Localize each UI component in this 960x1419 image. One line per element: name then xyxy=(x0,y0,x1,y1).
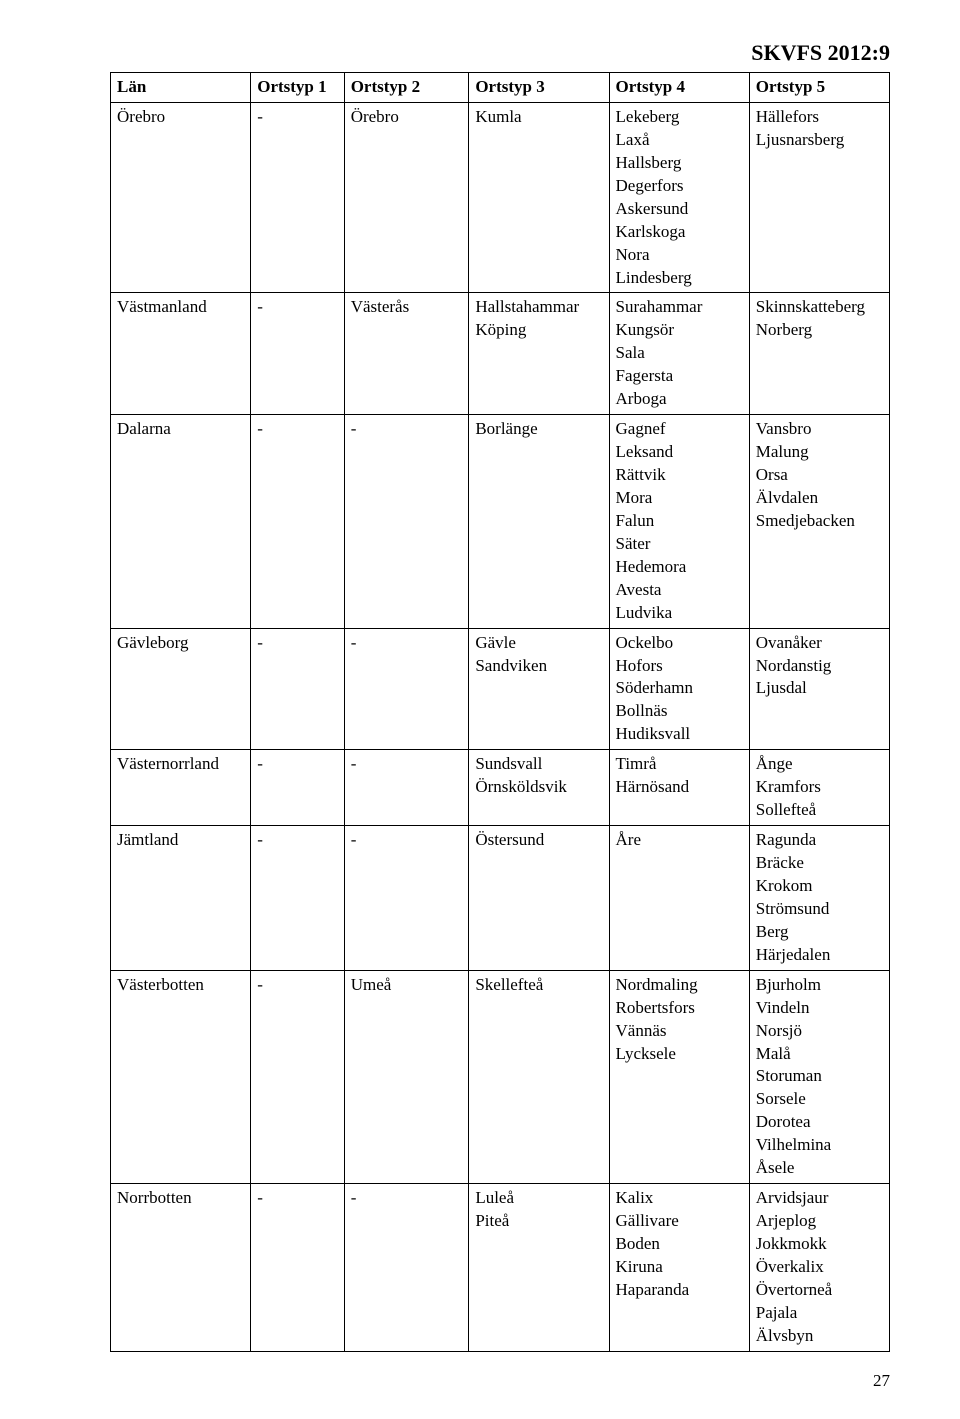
table-cell: Norrbotten xyxy=(111,1184,251,1352)
table-cell: LekebergLaxåHallsbergDegerforsAskersundK… xyxy=(609,102,749,293)
table-cell: Jämtland xyxy=(111,826,251,971)
table-cell: - xyxy=(251,628,344,750)
table-cell: Kumla xyxy=(469,102,609,293)
table-cell: Skellefteå xyxy=(469,970,609,1183)
table-cell: ÅngeKramforsSollefteå xyxy=(749,750,889,826)
col-header: Ortstyp 2 xyxy=(344,73,469,103)
ortstyp-table: Län Ortstyp 1 Ortstyp 2 Ortstyp 3 Ortsty… xyxy=(110,72,890,1352)
table-row: Västernorrland--SundsvallÖrnsköldsvikTim… xyxy=(111,750,890,826)
table-cell: - xyxy=(344,826,469,971)
table-cell: OvanåkerNordanstigLjusdal xyxy=(749,628,889,750)
table-cell: LuleåPiteå xyxy=(469,1184,609,1352)
table-cell: Borlänge xyxy=(469,415,609,628)
table-body: Örebro-ÖrebroKumlaLekebergLaxåHallsbergD… xyxy=(111,102,890,1351)
table-cell: - xyxy=(251,415,344,628)
page: SKVFS 2012:9 Län Ortstyp 1 Ortstyp 2 Ort… xyxy=(0,0,960,1419)
table-cell: GävleSandviken xyxy=(469,628,609,750)
col-header: Ortstyp 4 xyxy=(609,73,749,103)
table-cell: HallstahammarKöping xyxy=(469,293,609,415)
table-cell: - xyxy=(251,102,344,293)
table-row: Jämtland--ÖstersundÅreRagundaBräckeKroko… xyxy=(111,826,890,971)
table-cell: KalixGällivareBodenKirunaHaparanda xyxy=(609,1184,749,1352)
table-cell: - xyxy=(251,1184,344,1352)
table-header-row: Län Ortstyp 1 Ortstyp 2 Ortstyp 3 Ortsty… xyxy=(111,73,890,103)
table-cell: NordmalingRobertsforsVännäsLycksele xyxy=(609,970,749,1183)
table-cell: - xyxy=(251,750,344,826)
table-cell: Östersund xyxy=(469,826,609,971)
table-cell: BjurholmVindelnNorsjöMalåStorumanSorsele… xyxy=(749,970,889,1183)
table-cell: Gävleborg xyxy=(111,628,251,750)
table-cell: - xyxy=(344,750,469,826)
col-header: Ortstyp 5 xyxy=(749,73,889,103)
table-cell: SurahammarKungsörSalaFagerstaArboga xyxy=(609,293,749,415)
table-row: Norrbotten--LuleåPiteåKalixGällivareBode… xyxy=(111,1184,890,1352)
table-cell: OckelboHoforsSöderhamnBollnäsHudiksvall xyxy=(609,628,749,750)
col-header: Län xyxy=(111,73,251,103)
table-row: Gävleborg--GävleSandvikenOckelboHoforsSö… xyxy=(111,628,890,750)
table-cell: Västerås xyxy=(344,293,469,415)
table-row: Västmanland-VästeråsHallstahammarKöpingS… xyxy=(111,293,890,415)
table-row: Dalarna--BorlängeGagnefLeksandRättvikMor… xyxy=(111,415,890,628)
table-cell: - xyxy=(344,1184,469,1352)
table-cell: Örebro xyxy=(344,102,469,293)
table-cell: Åre xyxy=(609,826,749,971)
document-id: SKVFS 2012:9 xyxy=(110,40,890,66)
col-header: Ortstyp 3 xyxy=(469,73,609,103)
table-row: Västerbotten-UmeåSkellefteåNordmalingRob… xyxy=(111,970,890,1183)
table-cell: - xyxy=(344,415,469,628)
table-cell: SundsvallÖrnsköldsvik xyxy=(469,750,609,826)
table-cell: Västerbotten xyxy=(111,970,251,1183)
table-row: Örebro-ÖrebroKumlaLekebergLaxåHallsbergD… xyxy=(111,102,890,293)
table-cell: - xyxy=(251,826,344,971)
table-cell: - xyxy=(344,628,469,750)
table-cell: Västmanland xyxy=(111,293,251,415)
table-cell: SkinnskattebergNorberg xyxy=(749,293,889,415)
table-cell: - xyxy=(251,293,344,415)
table-cell: Västernorrland xyxy=(111,750,251,826)
table-cell: HälleforsLjusnarsberg xyxy=(749,102,889,293)
table-cell: GagnefLeksandRättvikMoraFalunSäterHedemo… xyxy=(609,415,749,628)
table-cell: Dalarna xyxy=(111,415,251,628)
col-header: Ortstyp 1 xyxy=(251,73,344,103)
table-cell: - xyxy=(251,970,344,1183)
table-cell: TimråHärnösand xyxy=(609,750,749,826)
table-cell: Örebro xyxy=(111,102,251,293)
page-number: 27 xyxy=(873,1371,890,1391)
table-cell: ArvidsjaurArjeplogJokkmokkÖverkalixÖvert… xyxy=(749,1184,889,1352)
table-cell: VansbroMalungOrsaÄlvdalenSmedjebacken xyxy=(749,415,889,628)
table-cell: RagundaBräckeKrokomStrömsundBergHärjedal… xyxy=(749,826,889,971)
table-cell: Umeå xyxy=(344,970,469,1183)
